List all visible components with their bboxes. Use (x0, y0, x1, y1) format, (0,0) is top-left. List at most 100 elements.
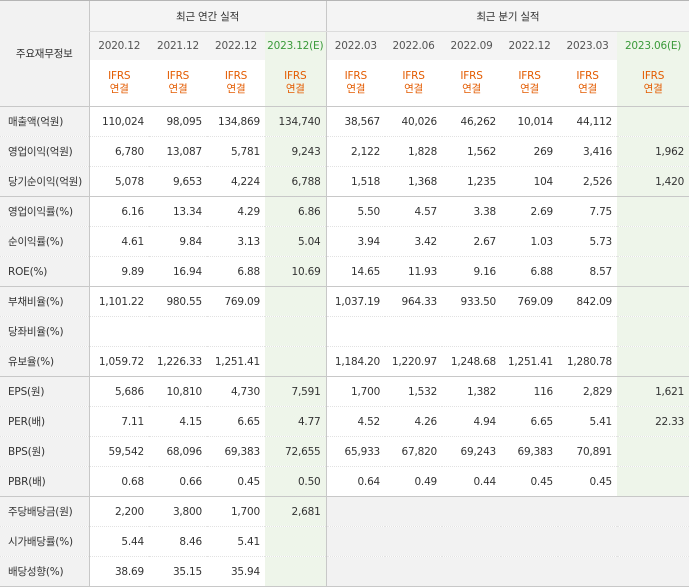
table-cell: 0.50 (265, 466, 327, 497)
table-cell: 0.45 (501, 466, 559, 497)
table-cell: 1,368 (385, 166, 443, 197)
basis-consolidated-label: 연결 (643, 83, 663, 95)
table-cell: 5.41 (207, 526, 265, 557)
table-cell: 4.26 (385, 406, 443, 437)
table-cell (617, 436, 689, 467)
table-cell: 1,037.19 (325, 286, 386, 317)
table-cell: 69,383 (501, 436, 559, 467)
table-cell: 59,542 (88, 436, 149, 467)
table-cell: 6.65 (501, 406, 559, 437)
table-cell: 1.03 (501, 226, 559, 257)
table-cell: 13,087 (149, 136, 207, 167)
basis-standard-label: IFRS (344, 70, 368, 82)
row-label: 영업이익(억원) (0, 136, 89, 167)
table-cell: 1,184.20 (325, 346, 386, 377)
table-cell (558, 526, 618, 557)
basis-header: IFRS 연결 (501, 60, 559, 107)
table-cell: 1,518 (325, 166, 386, 197)
table-cell: 16.94 (149, 256, 207, 287)
basis-consolidated-label: 연결 (168, 83, 188, 95)
table-row: ROE(%) 9.89 16.94 6.88 10.69 14.65 11.93 9.16 6.… (0, 256, 689, 287)
table-cell: 70,891 (558, 436, 618, 467)
table-cell: 8.46 (149, 526, 207, 557)
table-cell: 1,700 (325, 376, 386, 407)
basis-standard-label: IFRS (224, 70, 248, 82)
table-cell: 2,829 (558, 376, 618, 407)
table-cell: 3.42 (385, 226, 443, 257)
table-cell: 134,740 (265, 106, 327, 137)
table-cell: 980.55 (149, 286, 207, 317)
period-header: 2022.12 (207, 31, 265, 60)
basis-header: IFRS 연결 (558, 60, 618, 107)
table-cell: 44,112 (558, 106, 618, 137)
basis-header: IFRS 연결 (325, 60, 386, 107)
row-label: 유보율(%) (0, 346, 89, 377)
row-label: 순이익률(%) (0, 226, 89, 257)
table-cell: 65,933 (325, 436, 386, 467)
table-row: 부채비율(%) 1,101.22 980.55 769.09 1,037.19 964.3… (0, 286, 689, 317)
table-cell (617, 196, 689, 227)
table-cell (325, 526, 386, 557)
basis-standard-label: IFRS (108, 70, 131, 82)
table-cell (149, 316, 207, 347)
table-cell: 5.50 (325, 196, 386, 227)
table-cell: 2.67 (442, 226, 502, 257)
table-cell: 4.57 (385, 196, 443, 227)
basis-consolidated-label: 연결 (285, 83, 305, 95)
table-cell: 72,655 (265, 436, 327, 467)
table-cell: 134,869 (207, 106, 265, 137)
table-cell (265, 346, 327, 377)
table-row: 배당성향(%) 38.69 35.15 35.94 (0, 556, 689, 587)
table-cell: 68,096 (149, 436, 207, 467)
basis-consolidated-label: 연결 (404, 83, 423, 95)
table-cell (617, 496, 689, 527)
group-header-row: 주요재무정보 최근 연간 실적 최근 분기 실적 (0, 0, 689, 107)
table-cell: 1,226.33 (149, 346, 207, 377)
basis-standard-label: IFRS (641, 70, 665, 82)
table-cell: 4.61 (88, 226, 149, 257)
table-cell: 6.16 (88, 196, 149, 227)
table-cell: 9.84 (149, 226, 207, 257)
table-cell: 1,700 (207, 496, 265, 527)
basis-standard-label: IFRS (576, 70, 599, 82)
table-cell: 7,591 (265, 376, 327, 407)
table-cell: 40,026 (385, 106, 443, 137)
table-cell: 2.69 (501, 196, 559, 227)
table-cell: 0.64 (325, 466, 386, 497)
table-cell: 10.69 (265, 256, 327, 287)
table-row: PER(배) 7.11 4.15 6.65 4.77 4.52 4.26 4.94 6.65 5.… (0, 406, 689, 437)
table-cell: 1,962 (617, 136, 689, 167)
table-cell: 35.15 (149, 556, 207, 587)
table-cell (617, 556, 689, 587)
table-cell: 7.11 (88, 406, 149, 437)
table-cell: 1,532 (385, 376, 443, 407)
basis-consolidated-label: 연결 (462, 83, 481, 95)
table-cell: 269 (501, 136, 559, 167)
row-label: 주당배당금(원) (0, 496, 89, 527)
basis-header: IFRS 연결 (207, 60, 265, 107)
table-cell: 5.41 (558, 406, 618, 437)
period-header: 2023.12(E) (265, 31, 327, 60)
table-cell: 5,078 (88, 166, 149, 197)
table-cell: 67,820 (385, 436, 443, 467)
table-cell: 0.45 (558, 466, 618, 497)
table-cell (442, 316, 502, 347)
table-cell: 6,788 (265, 166, 327, 197)
table-cell (501, 316, 559, 347)
basis-standard-label: IFRS (284, 70, 307, 82)
table-cell: 6.86 (265, 196, 327, 227)
table-cell: 1,235 (442, 166, 502, 197)
table-cell: 9.89 (88, 256, 149, 287)
table-cell (325, 496, 386, 527)
row-label: 매출액(억원) (0, 106, 89, 137)
table-cell (558, 316, 618, 347)
table-cell: 4,730 (207, 376, 265, 407)
period-header: 2020.12 (88, 31, 149, 60)
table-cell: 4.52 (325, 406, 386, 437)
table-cell: 0.45 (207, 466, 265, 497)
table-cell: 3.38 (442, 196, 502, 227)
table-cell: 5.04 (265, 226, 327, 257)
table-cell: 2,681 (265, 496, 327, 527)
table-row: BPS(원) 59,542 68,096 69,383 72,655 65,933 67,8… (0, 436, 689, 467)
table-cell: 1,251.41 (207, 346, 265, 377)
